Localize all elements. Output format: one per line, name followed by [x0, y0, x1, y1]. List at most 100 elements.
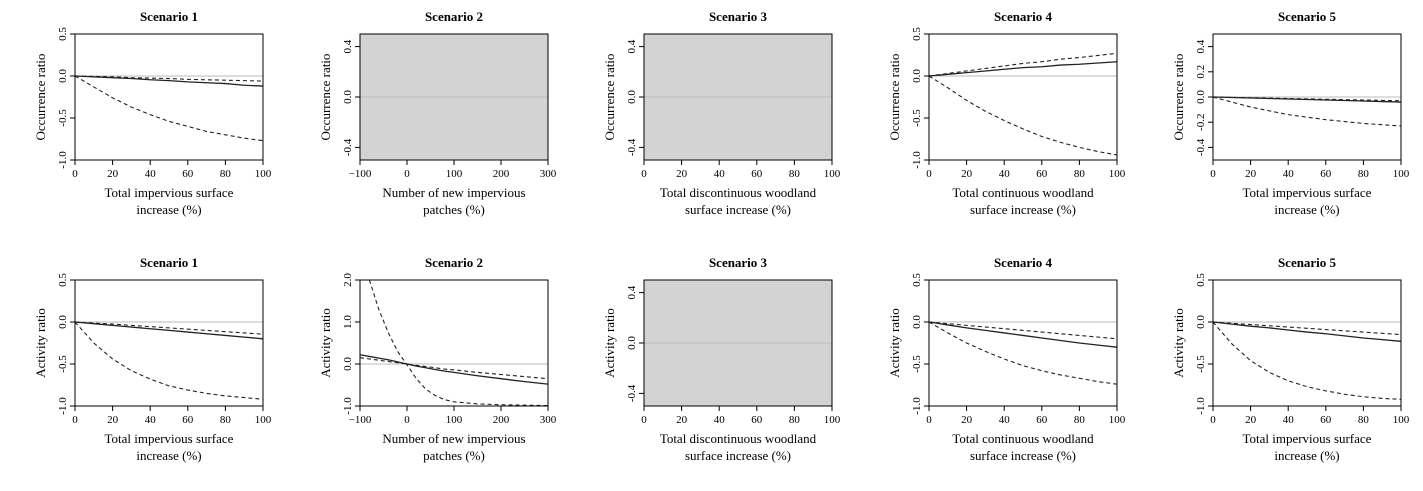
y-tick-label: -0.5 — [1195, 354, 1207, 372]
series-line-solid — [928, 61, 1117, 77]
y-tick-label: -0.4 — [626, 138, 638, 156]
plot-frame — [928, 33, 1118, 161]
x-tick-label: 100 — [824, 413, 841, 425]
y-tick-label: 0.5 — [57, 272, 69, 286]
x-axis-label: Total impervious surface — [1243, 430, 1372, 445]
chart-title: Scenario 1 — [140, 9, 198, 24]
series-line-solid — [928, 320, 1117, 348]
chart-panel: Scenario 1 0 20 40 60 80 100 -1.0 -0.5 0.0 0.5 Occu… — [0, 0, 285, 246]
x-tick-label: 200 — [492, 168, 509, 180]
x-tick-label: 100 — [445, 168, 462, 180]
x-tick-label: 0 — [404, 413, 410, 425]
y-tick-label: 0.0 — [1195, 314, 1207, 328]
x-tick-label: 60 — [1036, 168, 1047, 180]
chart-svg: Scenario 4 0 20 40 60 80 100 -1.0 -0.5 0.0 0.5 Occu… — [887, 9, 1126, 217]
y-tick-label: -0.5 — [911, 354, 923, 372]
chart-svg: Scenario 3 0 20 40 60 80 100 -0.4 0.0 0.4 Occurren… — [602, 9, 841, 217]
chart-svg: Scenario 2 −100 0 100 200 300 -0.4 0.0 0.4 Occurr… — [318, 9, 557, 217]
chart-title: Scenario 5 — [1278, 9, 1337, 24]
x-tick-label: 60 — [1036, 413, 1047, 425]
x-tick-label: 0 — [926, 168, 932, 180]
x-tick-label: 80 — [1074, 413, 1085, 425]
x-axis-label: Total continuous woodland — [952, 430, 1094, 445]
chart-panel: Scenario 5 0 20 40 60 80 100 -1.0 -0.5 0.0 0.5 Acti… — [1138, 246, 1423, 491]
x-axis-label: surface increase (%) — [970, 202, 1076, 217]
x-axis-label: Total discontinuous woodland — [660, 185, 817, 200]
series-line-solid — [1213, 320, 1402, 342]
chart-panel: Scenario 1 0 20 40 60 80 100 -1.0 -0.5 0.0 0.5 Acti… — [0, 246, 285, 491]
chart-title: Scenario 4 — [994, 255, 1053, 270]
chart-svg: Scenario 3 0 20 40 60 80 100 -0.4 0.0 0.4 Activity… — [602, 255, 841, 463]
x-tick-label: 0 — [641, 168, 647, 180]
chart-panel: Scenario 2 −100 0 100 200 300 -1.0 0.0 1.0 2.0 Act… — [285, 246, 570, 491]
x-tick-label: 0 — [1211, 413, 1217, 425]
chart-title: Scenario 2 — [425, 9, 483, 24]
x-tick-label: 80 — [1358, 413, 1369, 425]
x-tick-label: 40 — [714, 168, 725, 180]
y-axis-label: Occurrence ratio — [602, 54, 617, 141]
chart-svg: Scenario 5 0 20 40 60 80 100 -0.4 -0.2 0.0 0.2 0.4 O… — [1171, 9, 1410, 217]
y-tick-label: 0.5 — [911, 27, 923, 41]
series-line-dashed — [928, 321, 1117, 385]
plot-frame — [1212, 279, 1402, 406]
y-tick-label: -0.4 — [1195, 138, 1207, 156]
chart-title: Scenario 3 — [709, 9, 768, 24]
x-axis-label: increase (%) — [136, 447, 201, 462]
chart-svg: Scenario 1 0 20 40 60 80 100 -1.0 -0.5 0.0 0.5 Acti… — [33, 255, 272, 463]
x-tick-label: 0 — [72, 413, 78, 425]
x-tick-label: 0 — [641, 413, 647, 425]
chart-svg: Scenario 5 0 20 40 60 80 100 -1.0 -0.5 0.0 0.5 Acti… — [1171, 255, 1410, 463]
x-tick-label: 300 — [539, 168, 556, 180]
x-tick-label: 100 — [824, 168, 841, 180]
series-line-dashed — [928, 75, 1117, 156]
chart-panel: Scenario 4 0 20 40 60 80 100 -1.0 -0.5 0.0 0.5 Acti… — [854, 246, 1139, 491]
x-tick-label: 100 — [445, 413, 462, 425]
series-line-solid — [359, 353, 548, 385]
chart-svg: Scenario 4 0 20 40 60 80 100 -1.0 -0.5 0.0 0.5 Acti… — [887, 255, 1126, 463]
x-tick-label: 40 — [145, 413, 156, 425]
series-line-dashed — [928, 52, 1117, 77]
x-axis-label: Number of new impervious — [382, 430, 525, 445]
chart-title: Scenario 2 — [425, 255, 483, 270]
x-tick-label: 100 — [1393, 413, 1410, 425]
series-line-solid — [74, 75, 263, 87]
x-tick-label: 100 — [255, 413, 272, 425]
y-axis-label: Activity ratio — [33, 308, 48, 378]
y-tick-label: 0.0 — [1195, 90, 1207, 104]
y-tick-label: 0.5 — [911, 272, 923, 286]
x-axis-label: surface increase (%) — [685, 447, 791, 462]
x-tick-label: 60 — [751, 413, 762, 425]
y-tick-label: -0.5 — [57, 354, 69, 372]
y-tick-label: -1.0 — [1195, 396, 1207, 414]
x-tick-label: −100 — [348, 168, 371, 180]
x-axis-label: increase (%) — [1275, 202, 1340, 217]
x-tick-label: 40 — [145, 168, 156, 180]
chart-title: Scenario 4 — [994, 9, 1053, 24]
x-tick-label: 60 — [1321, 413, 1332, 425]
chart-panel: Scenario 4 0 20 40 60 80 100 -1.0 -0.5 0.0 0.5 Occu… — [854, 0, 1139, 246]
x-tick-label: 80 — [220, 168, 231, 180]
x-tick-label: 80 — [1358, 168, 1369, 180]
y-tick-label: 0.4 — [626, 39, 638, 53]
plot-frame — [928, 279, 1118, 406]
x-axis-label: patches (%) — [423, 202, 485, 217]
y-tick-label: -1.0 — [911, 151, 923, 169]
y-tick-label: 0.0 — [342, 356, 354, 370]
y-tick-label: -1.0 — [57, 151, 69, 169]
x-tick-label: 0 — [926, 413, 932, 425]
chart-svg: Scenario 1 0 20 40 60 80 100 -1.0 -0.5 0.0 0.5 Occu… — [33, 9, 272, 217]
y-tick-label: 0.5 — [57, 27, 69, 41]
y-axis-label: Activity ratio — [1171, 308, 1186, 378]
x-axis-label: surface increase (%) — [970, 447, 1076, 462]
x-tick-label: 20 — [961, 168, 972, 180]
x-axis-label: Total impervious surface — [105, 185, 234, 200]
series-line-solid — [74, 320, 263, 339]
series-line-dashed — [74, 321, 263, 400]
x-tick-label: 40 — [1283, 168, 1294, 180]
x-axis-label: Total impervious surface — [105, 430, 234, 445]
x-tick-label: 20 — [1245, 168, 1256, 180]
y-axis-label: Occurrence ratio — [887, 54, 902, 141]
chart-panel: Scenario 5 0 20 40 60 80 100 -0.4 -0.2 0.0 0.2 0.4 O… — [1138, 0, 1423, 246]
series-line-dashed — [1213, 320, 1402, 335]
